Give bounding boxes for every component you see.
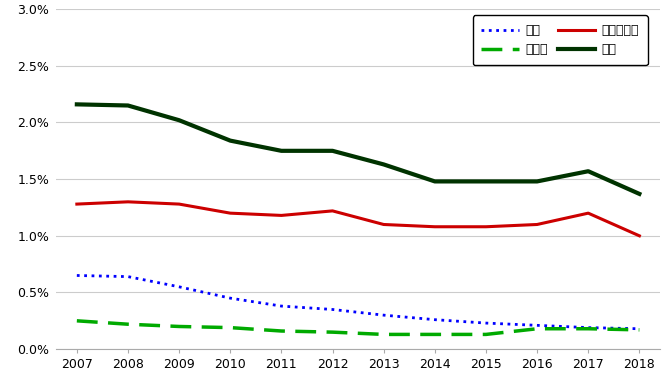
合計	[329, 149, 337, 153]
合計	[635, 192, 643, 196]
被合併	[124, 322, 132, 327]
倒産	[175, 285, 183, 289]
倒産	[380, 313, 388, 318]
合計	[482, 179, 490, 184]
合計	[380, 162, 388, 167]
合計	[73, 102, 81, 106]
自主的退出	[584, 211, 592, 216]
倒産	[226, 296, 234, 300]
倒産	[73, 273, 81, 278]
倒産	[533, 323, 541, 327]
Line: 倒産: 倒産	[77, 275, 639, 329]
合計	[278, 149, 286, 153]
被合併	[635, 327, 643, 332]
自主的退出	[635, 234, 643, 238]
自主的退出	[175, 202, 183, 206]
倒産	[482, 321, 490, 326]
自主的退出	[226, 211, 234, 216]
合計	[175, 118, 183, 123]
被合併	[226, 325, 234, 330]
倒産	[124, 274, 132, 279]
合計	[226, 138, 234, 143]
被合併	[73, 319, 81, 323]
被合併	[533, 326, 541, 331]
倒産	[278, 304, 286, 308]
Legend: 倒産, 被合併, 自主的退出, 合計: 倒産, 被合併, 自主的退出, 合計	[473, 15, 647, 65]
合計	[124, 103, 132, 108]
合計	[584, 169, 592, 173]
倒産	[329, 307, 337, 312]
被合併	[380, 332, 388, 337]
自主的退出	[329, 209, 337, 213]
倒産	[584, 325, 592, 330]
被合併	[431, 332, 439, 337]
倒産	[635, 326, 643, 331]
被合併	[175, 324, 183, 329]
自主的退出	[73, 202, 81, 206]
被合併	[329, 330, 337, 334]
倒産	[431, 318, 439, 322]
自主的退出	[431, 224, 439, 229]
自主的退出	[533, 222, 541, 227]
自主的退出	[380, 222, 388, 227]
Line: 被合併: 被合併	[77, 321, 639, 334]
自主的退出	[278, 213, 286, 218]
Line: 自主的退出: 自主的退出	[77, 202, 639, 236]
被合併	[482, 332, 490, 337]
被合併	[584, 326, 592, 331]
合計	[533, 179, 541, 184]
被合併	[278, 329, 286, 333]
合計	[431, 179, 439, 184]
Line: 合計: 合計	[77, 104, 639, 194]
自主的退出	[482, 224, 490, 229]
自主的退出	[124, 200, 132, 204]
